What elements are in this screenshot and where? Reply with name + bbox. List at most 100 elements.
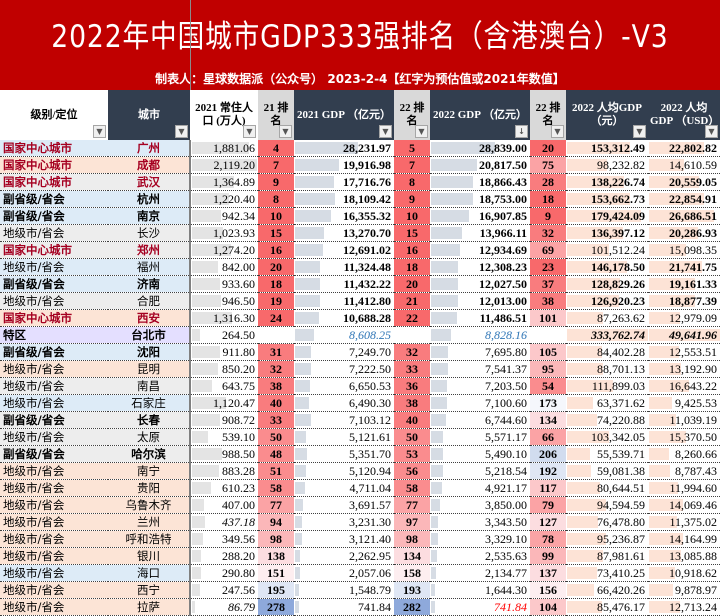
cell-gdp-2022[interactable]: 3,343.50	[430, 513, 530, 532]
cell-gdp-2022[interactable]: 7,100.60	[430, 394, 530, 413]
cell-level[interactable]: 地级市/省会	[0, 581, 108, 600]
cell-gdp-2022[interactable]: 6,744.60	[430, 411, 530, 430]
cell-population[interactable]: 610.23	[190, 479, 258, 498]
cell-per-capita-usd[interactable]: 12,553.51	[648, 343, 720, 362]
cell-rank-per-capita[interactable]: 32	[530, 224, 566, 243]
cell-level[interactable]: 地级市/省会	[0, 224, 108, 243]
cell-per-capita-usd[interactable]: 12,713.24	[648, 598, 720, 616]
cell-rank-per-capita[interactable]: 23	[530, 258, 566, 277]
cell-rank-per-capita[interactable]: 192	[530, 462, 566, 481]
cell-city[interactable]: 成都	[108, 156, 191, 175]
cell-per-capita-usd[interactable]: 16,643.22	[648, 377, 720, 396]
cell-rank-2022[interactable]: 77	[394, 496, 430, 515]
cell-per-capita-cny[interactable]: 138,226.74	[566, 173, 648, 192]
cell-per-capita-usd[interactable]: 14,069.46	[648, 496, 720, 515]
cell-city[interactable]: 济南	[108, 275, 191, 294]
cell-per-capita-cny[interactable]: 74,220.88	[566, 411, 648, 430]
cell-per-capita-usd[interactable]: 10,918.62	[648, 564, 720, 583]
cell-gdp-2021[interactable]: 11,324.48	[294, 258, 394, 277]
cell-per-capita-usd[interactable]: 14,610.59	[648, 156, 720, 175]
cell-level[interactable]: 副省级/省会	[0, 190, 108, 209]
cell-gdp-2022[interactable]: 12,027.50	[430, 275, 530, 294]
cell-level[interactable]: 地级市/省会	[0, 258, 108, 277]
cell-rank-per-capita[interactable]: 75	[530, 156, 566, 175]
cell-rank-2021[interactable]: 48	[258, 445, 294, 464]
cell-rank-2022[interactable]: 38	[394, 394, 430, 413]
cell-population[interactable]: 911.80	[190, 343, 258, 362]
cell-rank-per-capita[interactable]: 9	[530, 207, 566, 226]
cell-rank-2022[interactable]: 9	[394, 190, 430, 209]
dropdown-arrow-icon[interactable]: ▼	[379, 125, 392, 138]
cell-rank-2022[interactable]: 58	[394, 479, 430, 498]
cell-per-capita-cny[interactable]: 87,981.61	[566, 547, 648, 566]
cell-rank-per-capita[interactable]	[530, 326, 566, 345]
cell-gdp-2022[interactable]: 5,571.17	[430, 428, 530, 447]
cell-rank-2021[interactable]: 58	[258, 479, 294, 498]
cell-per-capita-cny[interactable]: 98,232.82	[566, 156, 648, 175]
cell-rank-2021[interactable]: 20	[258, 258, 294, 277]
cell-rank-2021[interactable]: 151	[258, 564, 294, 583]
cell-gdp-2022[interactable]: 2,535.63	[430, 547, 530, 566]
cell-city[interactable]: 杭州	[108, 190, 191, 209]
cell-city[interactable]: 南宁	[108, 462, 191, 481]
cell-per-capita-usd[interactable]: 8,787.43	[648, 462, 720, 481]
cell-gdp-2022[interactable]: 12,934.69	[430, 241, 530, 260]
cell-rank-per-capita[interactable]: 95	[530, 360, 566, 379]
cell-level[interactable]: 地级市/省会	[0, 547, 108, 566]
cell-city[interactable]: 乌鲁木齐	[108, 496, 191, 515]
cell-per-capita-usd[interactable]: 21,741.75	[648, 258, 720, 277]
cell-rank-2022[interactable]: 21	[394, 292, 430, 311]
cell-gdp-2022[interactable]: 20,817.50	[430, 156, 530, 175]
cell-rank-2022[interactable]: 40	[394, 411, 430, 430]
cell-gdp-2022[interactable]: 7,695.80	[430, 343, 530, 362]
dropdown-arrow-icon[interactable]: ▼	[633, 125, 646, 138]
cell-gdp-2021[interactable]: 8,608.25	[294, 326, 394, 345]
cell-gdp-2021[interactable]: 13,270.70	[294, 224, 394, 243]
cell-level[interactable]: 地级市/省会	[0, 530, 108, 549]
cell-population[interactable]: 437.18	[190, 513, 258, 532]
cell-level[interactable]: 国家中心城市	[0, 241, 108, 260]
cell-population[interactable]: 86.79	[190, 598, 258, 616]
cell-per-capita-cny[interactable]: 66,420.26	[566, 581, 648, 600]
cell-per-capita-usd[interactable]: 13,085.88	[648, 547, 720, 566]
cell-city[interactable]: 西宁	[108, 581, 191, 600]
cell-rank-per-capita[interactable]: 69	[530, 241, 566, 260]
cell-gdp-2021[interactable]: 19,916.98	[294, 156, 394, 175]
cell-gdp-2021[interactable]: 5,121.61	[294, 428, 394, 447]
cell-per-capita-usd[interactable]: 20,559.05	[648, 173, 720, 192]
cell-gdp-2021[interactable]: 17,716.76	[294, 173, 394, 192]
filter-active-icon[interactable]: ▼	[93, 125, 106, 138]
cell-rank-2021[interactable]: 77	[258, 496, 294, 515]
cell-gdp-2022[interactable]: 13,966.11	[430, 224, 530, 243]
cell-per-capita-cny[interactable]: 85,476.17	[566, 598, 648, 616]
cell-rank-2022[interactable]: 36	[394, 377, 430, 396]
cell-gdp-2021[interactable]: 3,691.57	[294, 496, 394, 515]
cell-rank-per-capita[interactable]: 99	[530, 547, 566, 566]
cell-level[interactable]: 国家中心城市	[0, 309, 108, 328]
cell-gdp-2022[interactable]: 5,218.54	[430, 462, 530, 481]
cell-rank-per-capita[interactable]: 66	[530, 428, 566, 447]
cell-population[interactable]: 247.56	[190, 581, 258, 600]
cell-level[interactable]: 国家中心城市	[0, 173, 108, 192]
cell-per-capita-cny[interactable]: 101,512.24	[566, 241, 648, 260]
cell-rank-2022[interactable]: 15	[394, 224, 430, 243]
cell-population[interactable]: 842.00	[190, 258, 258, 277]
cell-city[interactable]: 郑州	[108, 241, 191, 260]
cell-rank-2022[interactable]: 98	[394, 530, 430, 549]
cell-gdp-2022[interactable]: 1,644.30	[430, 581, 530, 600]
cell-per-capita-usd[interactable]: 9,425.53	[648, 394, 720, 413]
cell-level[interactable]: 地级市/省会	[0, 496, 108, 515]
cell-rank-per-capita[interactable]: 78	[530, 530, 566, 549]
cell-population[interactable]: 1,364.89	[190, 173, 258, 192]
cell-rank-2021[interactable]: 10	[258, 207, 294, 226]
cell-per-capita-cny[interactable]: 63,371.62	[566, 394, 648, 413]
cell-gdp-2022[interactable]: 741.84	[430, 598, 530, 616]
cell-city[interactable]: 西安	[108, 309, 191, 328]
cell-rank-2021[interactable]: 50	[258, 428, 294, 447]
cell-gdp-2021[interactable]: 6,650.53	[294, 377, 394, 396]
cell-gdp-2021[interactable]: 4,711.04	[294, 479, 394, 498]
cell-gdp-2021[interactable]: 28,231.97	[294, 140, 394, 158]
cell-per-capita-cny[interactable]: 80,644.51	[566, 479, 648, 498]
dropdown-arrow-icon[interactable]: ▼	[243, 125, 256, 138]
cell-gdp-2021[interactable]: 10,688.28	[294, 309, 394, 328]
